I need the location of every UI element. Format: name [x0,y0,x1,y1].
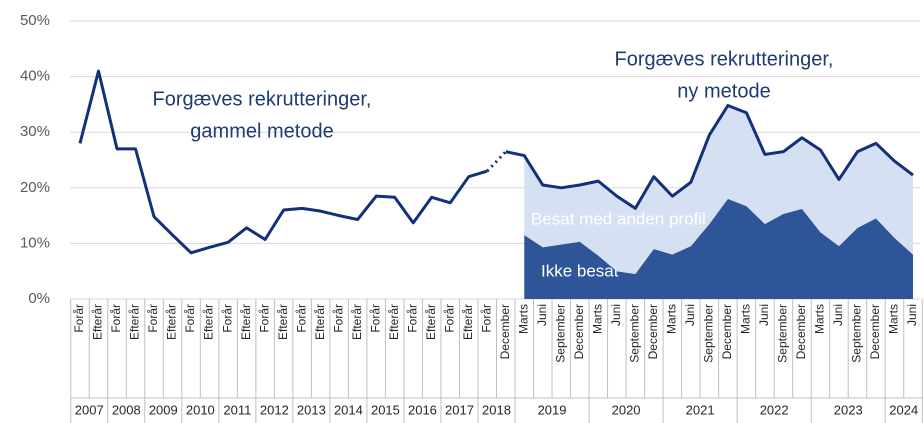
year-label: 2021 [686,402,715,417]
x-tick-label: Marts [813,304,827,334]
year-label: 2013 [297,402,326,417]
x-tick-label: Efterår [239,304,253,340]
x-tick-label: Marts [739,304,753,334]
x-tick-label: Forår [405,304,419,333]
y-tick-label: 0% [28,290,50,307]
year-label: 2009 [149,402,178,417]
year-label: 2015 [371,402,400,417]
x-tick-label: Forår [479,304,493,333]
x-tick-label: Marts [665,304,679,334]
x-tick-label: Forår [220,304,234,333]
x-tick-label: Juni [535,304,549,326]
x-tick-label: Efterår [461,304,475,340]
x-tick-label: Efterår [128,304,142,340]
year-label: 2018 [482,402,511,417]
year-label: 2010 [186,402,215,417]
method-connector [486,150,507,173]
x-tick-label: Efterår [202,304,216,340]
x-tick-label: Juni [757,304,771,326]
y-tick-label: 20% [20,179,50,196]
x-tick-label: Efterår [165,304,179,340]
area [524,198,913,299]
year-label: 2007 [75,402,104,417]
year-label: 2014 [334,402,363,417]
y-tick-label: 40% [20,68,50,85]
x-tick-label: Forår [331,304,345,333]
x-tick-label: Juni [609,304,623,326]
annotation: Forgæves rekrutteringer, [615,48,834,70]
x-tick-label: Efterår [424,304,438,340]
year-label: 2017 [445,402,474,417]
year-label: 2019 [538,402,567,417]
y-tick-label: 10% [20,234,50,251]
x-tick-label: Efterår [387,304,401,340]
x-tick-label: December [794,304,808,359]
year-label: 2024 [889,402,918,417]
x-tick-label: December [572,304,586,359]
annotation: ny metode [677,80,770,102]
x-tick-label: Marts [590,304,604,334]
x-tick-label: September [776,304,790,363]
x-tick-label: September [850,304,864,363]
year-label: 2011 [223,402,251,417]
x-tick-label: Efterår [91,304,105,340]
x-tick-label: Forår [442,304,456,333]
x-tick-label: Juni [831,304,845,326]
line [78,69,488,255]
x-tick-label: Forår [294,304,308,333]
x-tick-label: Forår [146,304,160,333]
x-tick-label: September [702,304,716,363]
x-tick-label: Forår [72,304,86,333]
year-label: 2023 [834,402,863,417]
x-tick-label: Efterår [350,304,364,340]
x-tick-label: Forår [368,304,382,333]
x-tick-label: Efterår [276,304,290,340]
x-tick-label: Efterår [313,304,327,340]
area-label: Ikke besat [541,261,619,280]
x-tick-label: December [498,304,512,359]
x-tick-label: December [646,304,660,359]
y-tick-label: 50% [20,12,50,29]
year-label: 2012 [260,402,289,417]
x-tick-label: Juni [905,304,919,326]
x-tick-label: September [553,304,567,363]
x-tick-label: Marts [887,304,901,334]
year-label: 2016 [408,402,437,417]
year-label: 2022 [760,402,789,417]
annotation: Forgæves rekrutteringer, [153,88,372,110]
x-tick-label: Marts [516,304,530,334]
y-tick-label: 30% [20,123,50,140]
year-label: 2020 [612,402,641,417]
x-tick-label: Forår [109,304,123,333]
year-label: 2008 [112,402,141,417]
x-tick-label: September [628,304,642,363]
area-label: Besat med anden profil [531,209,706,228]
line [505,104,914,210]
x-tick-label: Juni [683,304,697,326]
x-tick-label: December [868,304,882,359]
x-tick-label: Forår [257,304,271,333]
x-tick-label: Forår [183,304,197,333]
annotation: gammel metode [190,120,333,142]
x-tick-label: December [720,304,734,359]
